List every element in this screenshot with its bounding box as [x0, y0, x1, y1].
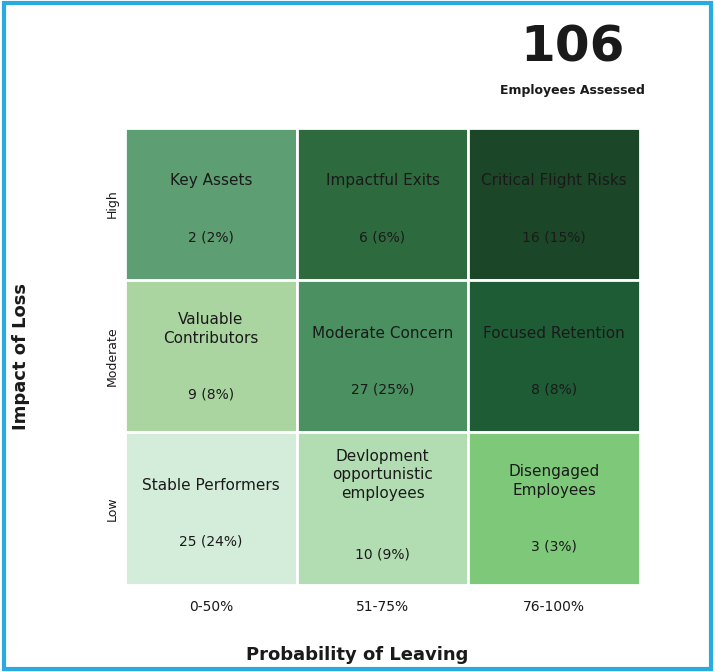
Text: Impactful Exits: Impactful Exits — [325, 173, 440, 188]
Text: Moderate: Moderate — [105, 327, 118, 386]
Bar — [297, 128, 468, 280]
Text: 6 (6%): 6 (6%) — [360, 230, 405, 245]
Text: High: High — [105, 190, 118, 218]
Text: 0-50%: 0-50% — [189, 600, 233, 614]
Bar — [297, 432, 468, 585]
Text: 9 (8%): 9 (8%) — [188, 387, 234, 401]
Text: 16 (15%): 16 (15%) — [522, 230, 586, 245]
Text: 106: 106 — [520, 23, 624, 71]
Bar — [125, 432, 297, 585]
Text: 2 (2%): 2 (2%) — [188, 230, 234, 245]
Text: Probability of Leaving: Probability of Leaving — [246, 646, 469, 664]
Text: Stable Performers: Stable Performers — [142, 478, 280, 493]
Text: Key Assets: Key Assets — [169, 173, 252, 188]
Text: Critical Flight Risks: Critical Flight Risks — [481, 173, 627, 188]
Bar — [297, 280, 468, 432]
Text: 10 (9%): 10 (9%) — [355, 547, 410, 561]
Text: 25 (24%): 25 (24%) — [179, 535, 242, 549]
Text: 3 (3%): 3 (3%) — [531, 540, 577, 554]
Bar — [468, 280, 640, 432]
Text: Moderate Concern: Moderate Concern — [312, 326, 453, 341]
Bar — [125, 280, 297, 432]
Text: Focused Retention: Focused Retention — [483, 326, 625, 341]
Text: Disengaged
Employees: Disengaged Employees — [508, 464, 600, 498]
Text: 51-75%: 51-75% — [356, 600, 409, 614]
Bar — [468, 128, 640, 280]
Bar — [468, 432, 640, 585]
Text: 76-100%: 76-100% — [523, 600, 585, 614]
Text: Employees Assessed: Employees Assessed — [500, 84, 644, 97]
Bar — [125, 128, 297, 280]
Text: Devlopment
opportunistic
employees: Devlopment opportunistic employees — [332, 449, 433, 501]
Text: Impact of Loss: Impact of Loss — [12, 283, 31, 429]
Text: 8 (8%): 8 (8%) — [531, 382, 577, 396]
Text: Low: Low — [105, 496, 118, 521]
Text: 27 (25%): 27 (25%) — [351, 382, 414, 396]
Text: Valuable
Contributors: Valuable Contributors — [163, 312, 259, 345]
